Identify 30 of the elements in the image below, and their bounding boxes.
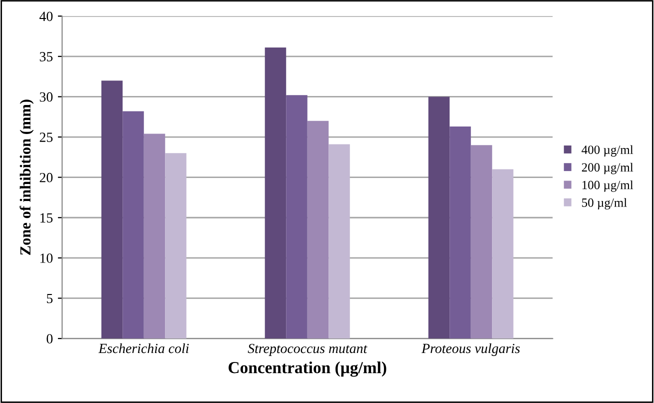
- x-tick-label: Proteous vulgaris: [421, 343, 520, 356]
- legend-label: 100 µg/ml: [582, 180, 634, 192]
- y-tick-label: 35: [40, 52, 53, 62]
- legend-label: 400 µg/ml: [582, 145, 634, 157]
- bar: [144, 134, 166, 339]
- bar: [450, 126, 471, 339]
- y-tick-label: 0: [46, 334, 53, 344]
- bar: [428, 96, 450, 339]
- y-tick-label: 30: [40, 92, 53, 102]
- bar: [101, 80, 123, 339]
- y-tick-label: 15: [40, 213, 53, 223]
- y-tick-label: 40: [39, 12, 53, 22]
- x-axis-title: Concentration (µg/ml): [228, 362, 386, 377]
- bar: [328, 144, 350, 339]
- bar: [307, 120, 329, 339]
- bar: [492, 169, 514, 339]
- bar: [264, 48, 286, 339]
- y-axis-title: Zone of inhibition (mm): [20, 100, 34, 255]
- x-tick-label: Escherichia coli: [98, 343, 189, 354]
- legend-label: 200 µg/ml: [582, 162, 634, 174]
- bar: [122, 111, 144, 339]
- bar: [286, 95, 308, 339]
- y-tick-label: 20: [40, 172, 53, 182]
- bar: [470, 145, 492, 339]
- bar: [165, 153, 186, 339]
- y-tick-label: 10: [40, 254, 53, 263]
- y-tick-label: 25: [40, 132, 53, 142]
- x-tick-label: Streptococcus mutant: [248, 344, 368, 356]
- legend-label: 50 µg/ml: [582, 198, 627, 210]
- y-tick-label: 5: [46, 294, 53, 304]
